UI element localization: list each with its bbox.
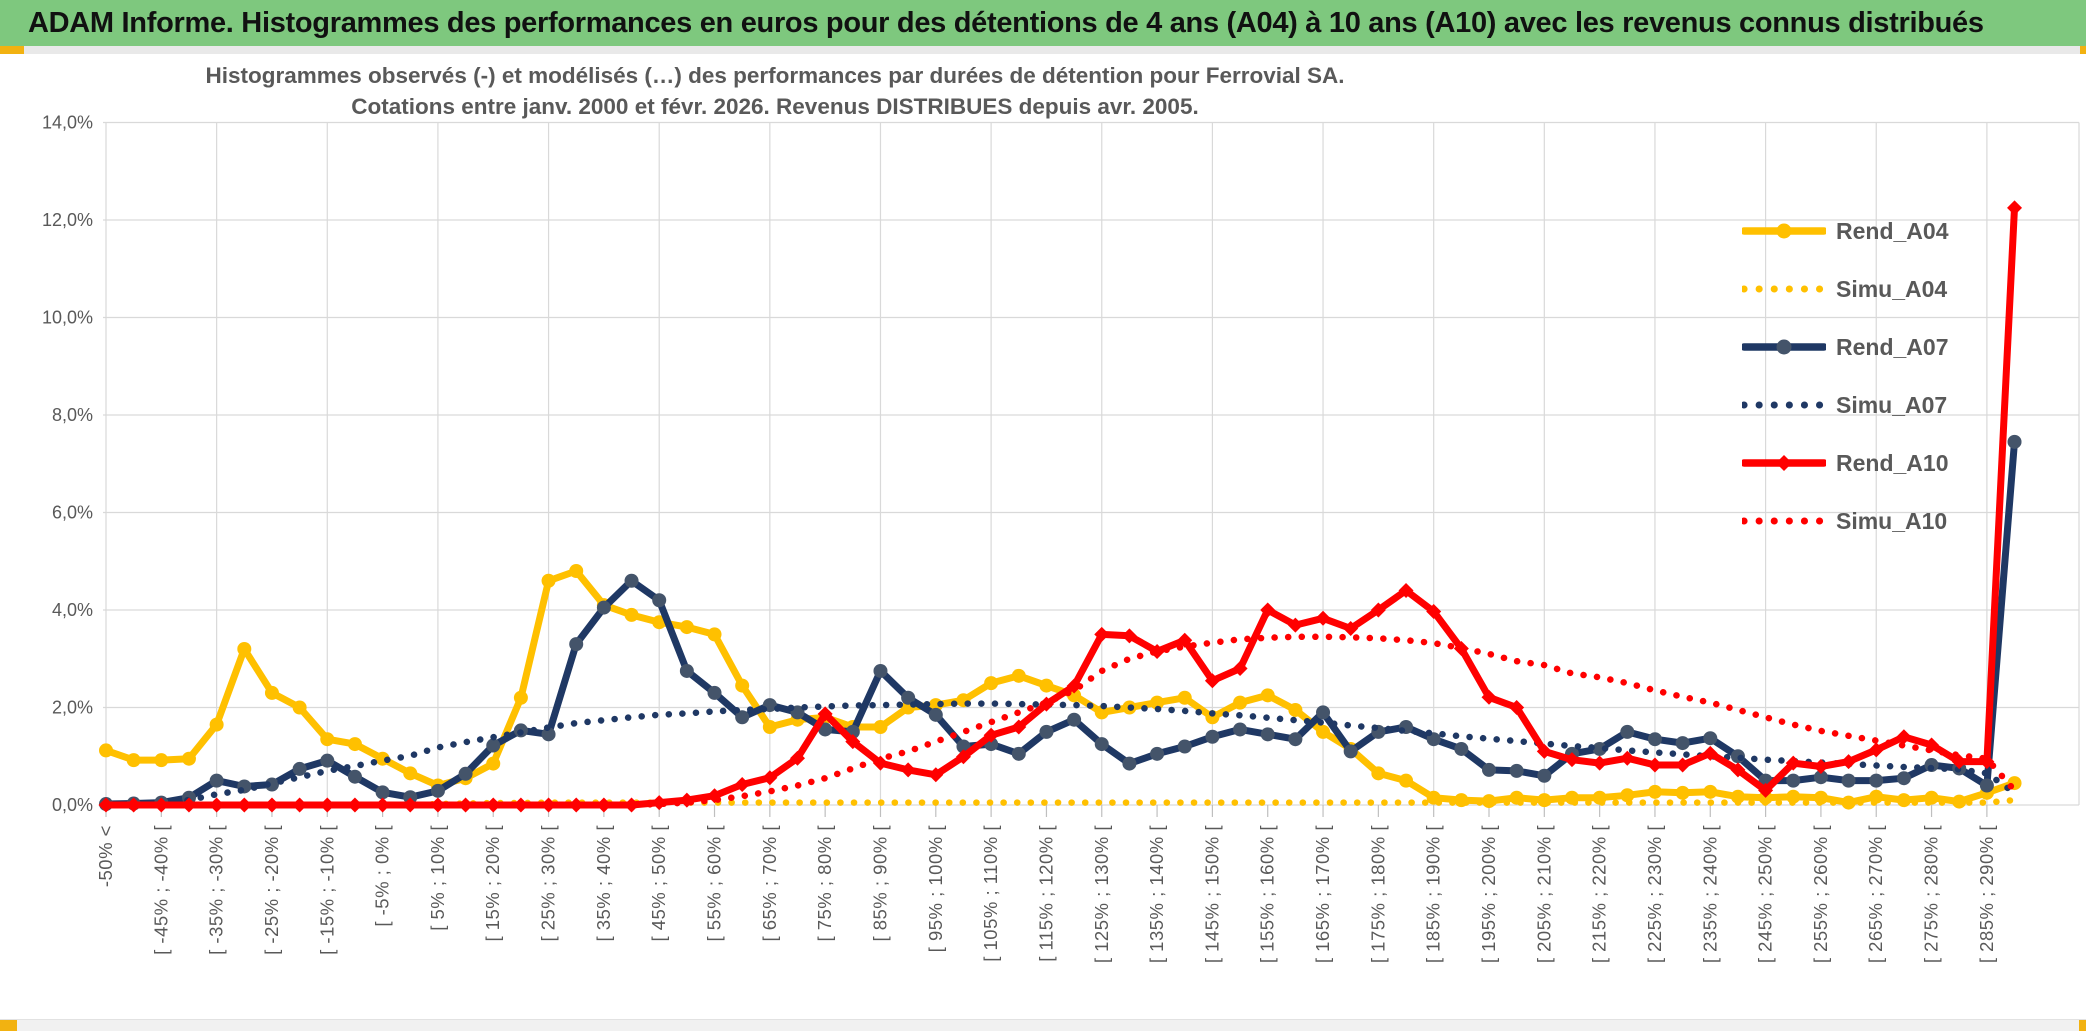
y-axis-label: 6,0% <box>52 503 93 523</box>
chart-legend: Rend_A04 Simu_A04 Rend_A07 Simu_A07 Rend… <box>1740 202 1949 550</box>
x-axis-label: [ 255% ; 260% [ <box>1810 825 1831 963</box>
gold-accent-bottom-right <box>2079 1020 2086 1031</box>
x-axis-label: [ 285% ; 290% [ <box>1976 825 1997 963</box>
legend-swatch-rend-a07-icon <box>1740 336 1828 358</box>
chart-title-line1: Histogrammes observés (-) et modélisés (… <box>205 63 1345 88</box>
series-line-simu_a04 <box>102 796 2018 809</box>
x-axis-label: [ -5% ; 0% [ <box>372 825 393 927</box>
x-axis-label: [ 185% ; 190% [ <box>1423 825 1444 963</box>
legend-swatch-simu-a04-icon <box>1740 278 1828 300</box>
x-axis-label: [ 85% ; 90% [ <box>869 825 890 942</box>
x-axis-label: [ 25% ; 30% [ <box>538 825 559 942</box>
gold-accent-top-left <box>0 46 24 54</box>
histogram-chart: 0,0% 2,0% 4,0% 6,0% 8,0% 10,0% 12,0% 14,0% -50% … <box>42 113 2080 963</box>
x-axis-label: [ 165% ; 170% [ <box>1312 825 1333 963</box>
x-axis-label: [ -15% ; -10% [ <box>316 825 337 955</box>
legend-swatch-rend-a10-icon <box>1740 452 1828 474</box>
x-axis-label: [ 275% ; 280% [ <box>1921 825 1942 963</box>
legend-label-rend-a04: Rend_A04 <box>1836 217 1949 244</box>
chart-title: Histogrammes observés (-) et modélisés (… <box>110 60 1440 122</box>
x-axis-label: [ 105% ; 110% [ <box>980 825 1001 962</box>
y-axis-label: 4,0% <box>52 600 93 620</box>
y-axis-label: 12,0% <box>42 210 93 230</box>
legend-item-rend-a10[interactable]: Rend_A10 <box>1740 434 1949 492</box>
x-axis-label: [ 135% ; 140% [ <box>1146 825 1167 963</box>
x-axis-label: [ 245% ; 250% [ <box>1755 825 1776 963</box>
x-axis-label: [ -45% ; -40% [ <box>150 825 171 955</box>
y-axis-label: 2,0% <box>52 698 93 718</box>
x-axis-label: [ 145% ; 150% [ <box>1201 825 1222 963</box>
x-axis-label: [ 35% ; 40% [ <box>593 825 614 942</box>
x-axis-label: [ 65% ; 70% [ <box>759 825 780 942</box>
series-line-rend_a10 <box>102 204 2018 809</box>
y-axis-label: 0,0% <box>52 795 93 815</box>
x-axis-label: -50% < <box>95 825 116 887</box>
x-axis-label: [ 75% ; 80% [ <box>814 825 835 942</box>
series-line-rend_a07 <box>102 438 2018 808</box>
legend-label-rend-a07: Rend_A07 <box>1836 333 1949 360</box>
x-axis-label: [ -25% ; -20% [ <box>261 825 282 955</box>
legend-item-simu-a04[interactable]: Simu_A04 <box>1740 260 1948 318</box>
legend-swatch-simu-a07-icon <box>1740 394 1828 416</box>
x-axis-label: [ 15% ; 20% [ <box>482 825 503 942</box>
x-axis-label: [ 235% ; 240% [ <box>1699 825 1720 963</box>
x-axis-label: [ 265% ; 270% [ <box>1865 825 1886 963</box>
y-axis-label: 14,0% <box>42 113 93 133</box>
x-axis-label: [ 215% ; 220% [ <box>1589 825 1610 963</box>
header-divider <box>0 46 2086 54</box>
legend-item-rend-a07[interactable]: Rend_A07 <box>1740 318 1949 376</box>
x-axis-label: [ 205% ; 210% [ <box>1533 825 1554 963</box>
legend-label-simu-a10: Simu_A10 <box>1836 507 1948 534</box>
legend-label-simu-a07: Simu_A07 <box>1836 391 1948 418</box>
legend-item-rend-a04[interactable]: Rend_A04 <box>1740 202 1949 260</box>
bottom-scrollbar[interactable] <box>0 1019 2086 1031</box>
page-title: ADAM Informe. Histogrammes des performan… <box>28 6 1984 39</box>
chart-canvas: 0,0% 2,0% 4,0% 6,0% 8,0% 10,0% 12,0% 14,0% -50% … <box>0 54 2086 1014</box>
legend-label-rend-a10: Rend_A10 <box>1836 449 1949 476</box>
legend-label-simu-a04: Simu_A04 <box>1836 275 1948 302</box>
x-axis-label: [ 125% ; 130% [ <box>1091 825 1112 963</box>
title-bar: ADAM Informe. Histogrammes des performan… <box>0 0 2086 46</box>
x-axis-label: [ 115% ; 120% [ <box>1035 825 1056 962</box>
x-axis-label: [ 195% ; 200% [ <box>1478 825 1499 963</box>
series-line-rend_a04 <box>102 567 2018 807</box>
y-axis-label: 8,0% <box>52 405 93 425</box>
x-axis-label: [ 95% ; 100% [ <box>925 825 946 952</box>
legend-item-simu-a07[interactable]: Simu_A07 <box>1740 376 1948 434</box>
x-axis-label: [ 175% ; 180% [ <box>1367 825 1388 963</box>
chart-title-line2: Cotations entre janv. 2000 et févr. 2026… <box>351 94 1199 119</box>
series-line-simu_a10 <box>102 633 2018 809</box>
gold-accent-bottom-left <box>0 1020 17 1031</box>
series-line-simu_a07 <box>102 700 2018 809</box>
x-axis-label: [ 45% ; 50% [ <box>648 825 669 942</box>
legend-item-simu-a10[interactable]: Simu_A10 <box>1740 492 1948 550</box>
x-axis-label: [ 5% ; 10% [ <box>427 825 448 931</box>
x-axis-label: [ 155% ; 160% [ <box>1257 825 1278 963</box>
y-axis-label: 10,0% <box>42 308 93 328</box>
x-axis-label: [ 225% ; 230% [ <box>1644 825 1665 963</box>
series-markers-rend_a10 <box>98 200 2023 813</box>
x-axis-label: [ -35% ; -30% [ <box>206 825 227 955</box>
legend-swatch-rend-a04-icon <box>1740 220 1828 242</box>
legend-swatch-simu-a10-icon <box>1740 510 1828 532</box>
gold-accent-top-right <box>2080 46 2086 54</box>
x-axis-label: [ 55% ; 60% [ <box>704 825 725 942</box>
